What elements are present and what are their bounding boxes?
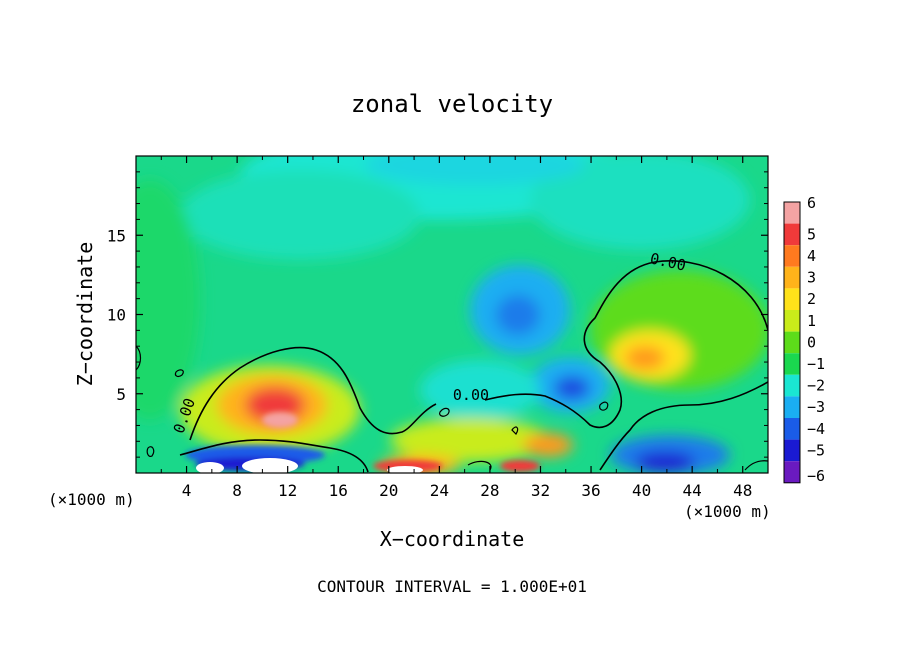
- contour-interval-note: CONTOUR INTERVAL = 1.000E+01: [317, 577, 587, 596]
- colorbar-swatch: [784, 331, 800, 354]
- colorbar-label: −5: [807, 441, 825, 459]
- zero-contour: [179, 439, 369, 473]
- colorbar-swatch: [784, 288, 800, 310]
- zero-contour: [511, 426, 519, 435]
- zero-contour: [599, 401, 609, 411]
- x-tick-label: 8: [232, 481, 242, 500]
- colorbar-swatch: [784, 461, 800, 483]
- colorbar-swatch: [784, 245, 800, 267]
- zero-contour: [136, 345, 142, 371]
- x-tick-label: 36: [581, 481, 600, 500]
- colorbar-swatch: [784, 418, 800, 440]
- colorbar-label: −4: [807, 420, 825, 438]
- x-tick-label: 4: [182, 481, 192, 500]
- x-tick-label: 40: [632, 481, 651, 500]
- colorbar-label: 3: [807, 269, 816, 287]
- x-tick-label: 44: [683, 481, 702, 500]
- colorbar-label: −2: [807, 377, 825, 395]
- x-tick-label: 28: [480, 481, 499, 500]
- field-shading: [136, 156, 768, 473]
- colorbar-swatch: [784, 396, 800, 418]
- colorbar-swatch: [784, 374, 800, 397]
- x-tick-label: 32: [531, 481, 550, 500]
- y-axis-label: Z−coordinate: [73, 242, 97, 387]
- colorbar-label: −6: [807, 467, 825, 485]
- colorbar: 6 5 4 3 2 1 0 −1 −2 −3 −4 −5 −6: [783, 194, 825, 485]
- zero-contour: [599, 381, 768, 471]
- colorbar-label: 2: [807, 290, 816, 308]
- colorbar-swatch: [784, 310, 800, 332]
- x-tick-label: 12: [278, 481, 297, 500]
- zero-contour: [146, 446, 155, 457]
- zero-contour: [484, 260, 768, 429]
- colorbar-frame: [783, 201, 801, 484]
- x-tick-label: 20: [379, 481, 398, 500]
- colorbar-label: 6: [807, 194, 816, 212]
- y-tick-label: 15: [107, 226, 126, 245]
- colorbar-swatch: [784, 202, 800, 224]
- y-tick-label: 10: [107, 306, 126, 325]
- offscale-patch: [196, 462, 224, 473]
- colorbar-label: −3: [807, 398, 825, 416]
- zero-contour: [174, 369, 184, 378]
- colorbar-label: 5: [807, 225, 816, 243]
- y-tick-label: 5: [116, 385, 126, 404]
- offscale-patch: [242, 458, 298, 473]
- zero-contour: [744, 460, 768, 471]
- x-units-left: (×1000 m): [48, 490, 135, 509]
- zero-contour: [467, 460, 492, 471]
- x-tick-label: 16: [329, 481, 348, 500]
- colorbar-label: 1: [807, 312, 816, 330]
- chart-title: zonal velocity: [351, 90, 553, 118]
- x-tick-label: 48: [733, 481, 752, 500]
- colorbar-label: 0: [807, 333, 816, 351]
- colorbar-label: 4: [807, 247, 816, 265]
- x-axis-label: X−coordinate: [380, 527, 525, 551]
- contour-label: 0.00: [453, 386, 489, 404]
- plot-area: [136, 156, 768, 473]
- colorbar-swatch: [784, 223, 800, 246]
- colorbar-swatch: [784, 439, 800, 462]
- x-axis: 4 8 12 16 20 24 28 32 36 40 44 48: [160, 156, 752, 500]
- zero-contour: [189, 346, 437, 441]
- colorbar-swatch: [784, 353, 800, 375]
- zero-contour: [439, 407, 450, 417]
- x-units-right: (×1000 m): [684, 502, 771, 521]
- colorbar-label: −1: [807, 355, 825, 373]
- y-axis: 5 10 15: [107, 171, 768, 458]
- x-tick-label: 24: [430, 481, 449, 500]
- colorbar-swatch: [784, 266, 800, 289]
